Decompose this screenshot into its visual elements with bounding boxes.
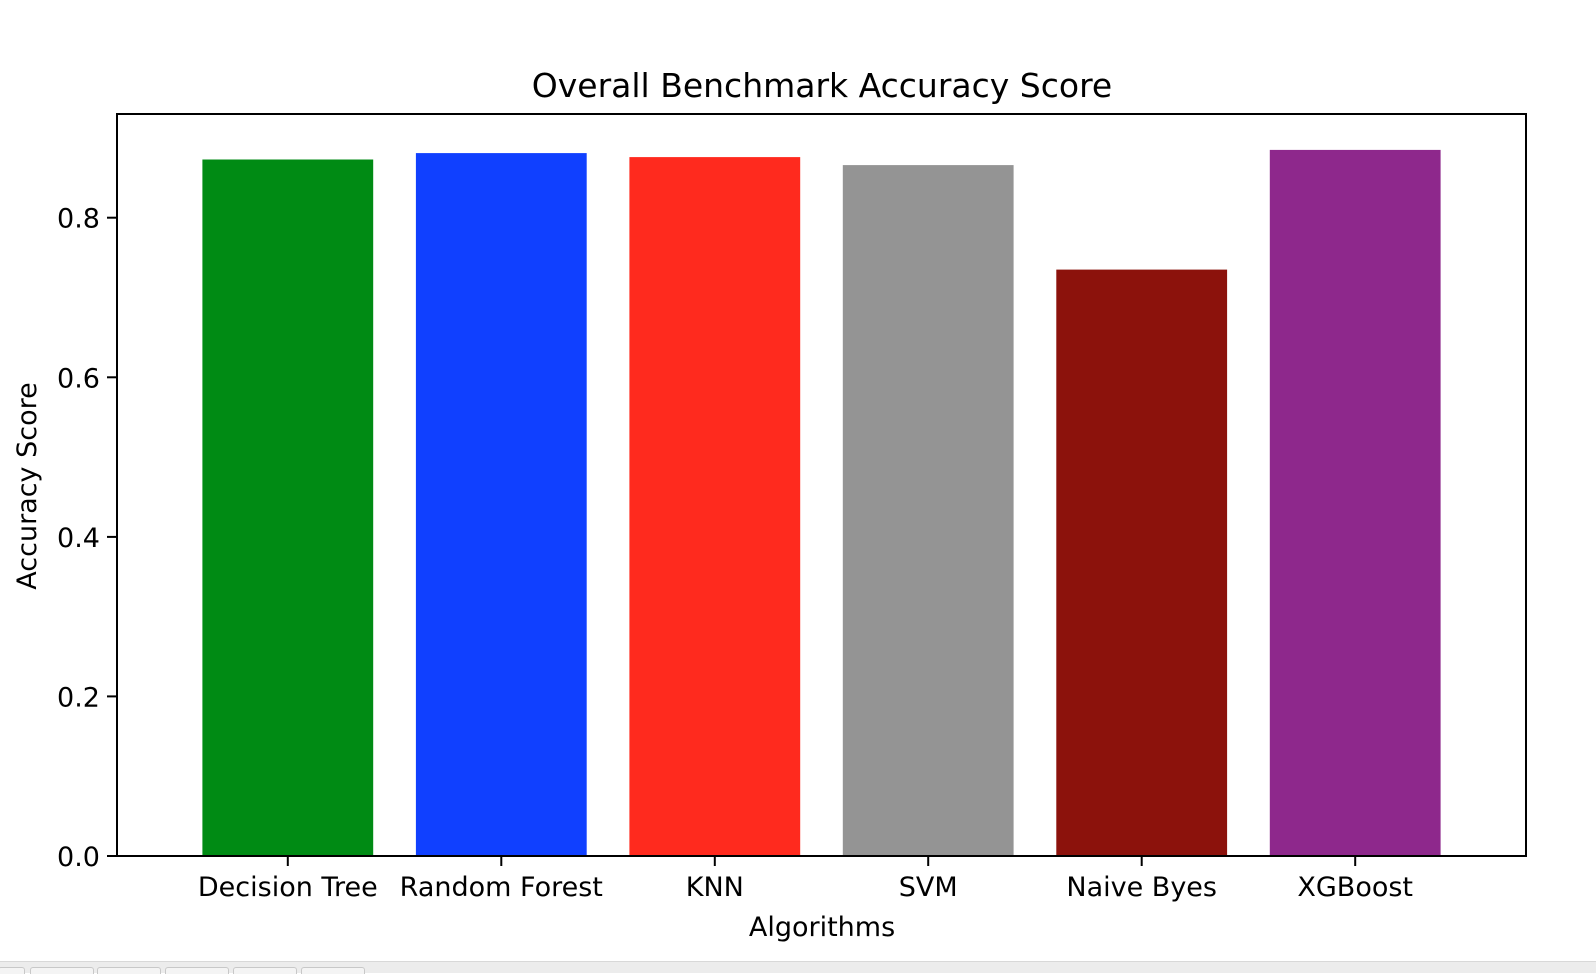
tab-stub[interactable] <box>0 967 25 974</box>
tab-stub[interactable] <box>233 967 297 974</box>
y-tick-label: 0.8 <box>57 204 100 235</box>
tab-stub[interactable] <box>165 967 229 974</box>
y-tick-label: 0.6 <box>57 363 100 394</box>
bar-xgboost <box>1269 149 1441 856</box>
bar-random-forest <box>415 153 587 857</box>
bottom-tab-strip <box>0 961 1596 974</box>
bar-naive-byes <box>1056 269 1228 857</box>
y-axis-label: Accuracy Score <box>12 382 43 589</box>
y-tick-label: 0.2 <box>57 682 100 713</box>
x-tick-label: Random Forest <box>400 872 603 903</box>
tab-stub[interactable] <box>30 967 94 974</box>
bar-svm <box>842 165 1014 857</box>
tab-stub[interactable] <box>97 967 161 974</box>
y-tick-label: 0.4 <box>57 523 100 554</box>
x-tick-label: KNN <box>686 872 744 903</box>
bars-group <box>202 149 1441 857</box>
bar-decision-tree <box>202 159 374 856</box>
y-tick-label: 0.0 <box>57 842 100 873</box>
x-tick-label: XGBoost <box>1297 872 1413 903</box>
x-tick-label: SVM <box>899 872 958 903</box>
x-axis: Decision Tree Random Forest KNN SVM Naive By… <box>198 856 1413 903</box>
x-tick-label: Decision Tree <box>198 872 378 903</box>
bar-knn <box>629 157 801 857</box>
plot-frame <box>116 113 1527 857</box>
chart-title: Overall Benchmark Accuracy Score <box>532 66 1112 105</box>
x-tick-label: Naive Byes <box>1066 872 1217 903</box>
x-axis-label: Algorithms <box>749 912 895 943</box>
y-axis: 0.0 0.2 0.4 0.6 0.8 <box>57 204 117 873</box>
tab-stub[interactable] <box>301 967 365 974</box>
